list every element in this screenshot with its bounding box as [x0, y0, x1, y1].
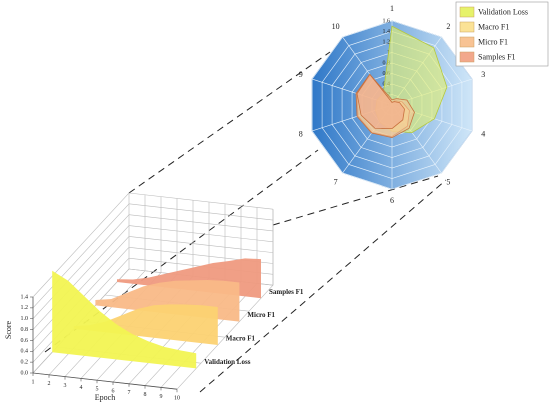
x-axis	[32, 372, 178, 390]
axis-label: 5	[446, 177, 450, 186]
legend-label: Micro F1	[478, 37, 508, 46]
series-label: Samples F1	[269, 288, 304, 296]
y-tick-label: 0.0	[21, 370, 29, 376]
x-tick-label: 5	[96, 387, 99, 393]
grid-line	[128, 203, 274, 221]
series-label: Validation Loss	[204, 358, 251, 366]
x-tick-label: 3	[64, 383, 67, 389]
axis-label: 3	[481, 70, 485, 79]
x-tick-label: 7	[128, 390, 131, 396]
area-ribbon	[73, 304, 218, 345]
x-tick-label: 2	[48, 381, 51, 387]
grid-line	[128, 192, 274, 210]
y-tick-label: 1.0	[21, 316, 29, 322]
r-tick-label: 1.2	[383, 39, 391, 45]
connector	[128, 51, 331, 194]
legend-swatch	[459, 6, 475, 18]
grid-line	[128, 214, 274, 232]
series-label: Macro F1	[226, 335, 256, 343]
grid-line	[128, 225, 274, 243]
x-tick-label: 8	[144, 392, 147, 398]
y-tick-label: 0.2	[21, 360, 29, 366]
r-tick-label: 1.4	[383, 29, 391, 35]
grid-line	[32, 192, 130, 298]
y-tick-label: 1.4	[21, 294, 29, 300]
r-tick-label: 1.6	[383, 18, 391, 24]
y-tick-label: 0.4	[21, 349, 29, 355]
axis-label: 4	[481, 129, 485, 138]
axis-label: 8	[299, 129, 303, 138]
legend-swatch	[459, 51, 475, 63]
connector	[44, 149, 319, 353]
grid-line	[32, 236, 130, 341]
area-ribbon	[52, 270, 197, 369]
axis-label: 9	[299, 70, 303, 79]
x-tick-label: 10	[174, 396, 180, 402]
x-axis-title: Epoch	[95, 393, 115, 402]
series-label: Micro F1	[247, 311, 275, 319]
y-tick-label: 1.2	[21, 305, 29, 311]
grid-line	[128, 236, 274, 253]
connector-lines	[44, 51, 447, 393]
connector	[272, 175, 439, 226]
y-tick-label: 0.8	[21, 327, 29, 333]
grid-line	[32, 225, 130, 330]
grid-line	[32, 203, 130, 309]
radar-area	[356, 73, 405, 130]
axis-label: 2	[446, 22, 450, 31]
x-tick-label: 4	[80, 385, 83, 391]
legend-label: Macro F1	[478, 22, 509, 31]
legend-label: Samples F1	[478, 52, 516, 61]
grid-line	[32, 214, 130, 319]
axis-label: 6	[390, 196, 394, 205]
axis-label: 10	[332, 22, 340, 31]
y-axis-title: Score	[4, 320, 13, 339]
y-tick-label: 0.6	[21, 338, 29, 344]
x-tick-label: 6	[112, 388, 115, 394]
legend-swatch	[459, 21, 475, 33]
legend-swatch	[459, 36, 475, 48]
legend-label: Validation Loss	[478, 7, 528, 16]
connector	[199, 179, 447, 393]
x-tick-label: 1	[32, 379, 35, 385]
axis-label: 7	[334, 177, 338, 186]
x-tick-label: 9	[160, 394, 163, 400]
r-tick-label: 0.8	[383, 60, 391, 66]
axis-label: 1	[390, 4, 394, 13]
